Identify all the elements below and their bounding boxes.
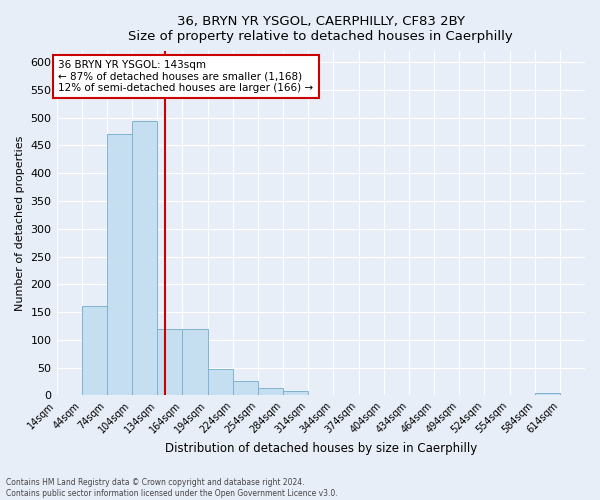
Bar — [208, 369, 233, 396]
Bar — [535, 392, 560, 396]
Y-axis label: Number of detached properties: Number of detached properties — [15, 136, 25, 311]
Title: 36, BRYN YR YSGOL, CAERPHILLY, CF83 2BY
Size of property relative to detached ho: 36, BRYN YR YSGOL, CAERPHILLY, CF83 2BY … — [128, 15, 513, 43]
Bar — [233, 382, 258, 396]
X-axis label: Distribution of detached houses by size in Caerphilly: Distribution of detached houses by size … — [164, 442, 477, 455]
Bar — [283, 391, 308, 396]
Bar — [258, 388, 283, 396]
Bar — [132, 120, 157, 396]
Text: 36 BRYN YR YSGOL: 143sqm
← 87% of detached houses are smaller (1,168)
12% of sem: 36 BRYN YR YSGOL: 143sqm ← 87% of detach… — [58, 60, 313, 93]
Text: Contains HM Land Registry data © Crown copyright and database right 2024.
Contai: Contains HM Land Registry data © Crown c… — [6, 478, 338, 498]
Bar — [82, 306, 107, 396]
Bar — [182, 328, 208, 396]
Bar — [107, 134, 132, 396]
Bar — [157, 328, 182, 396]
